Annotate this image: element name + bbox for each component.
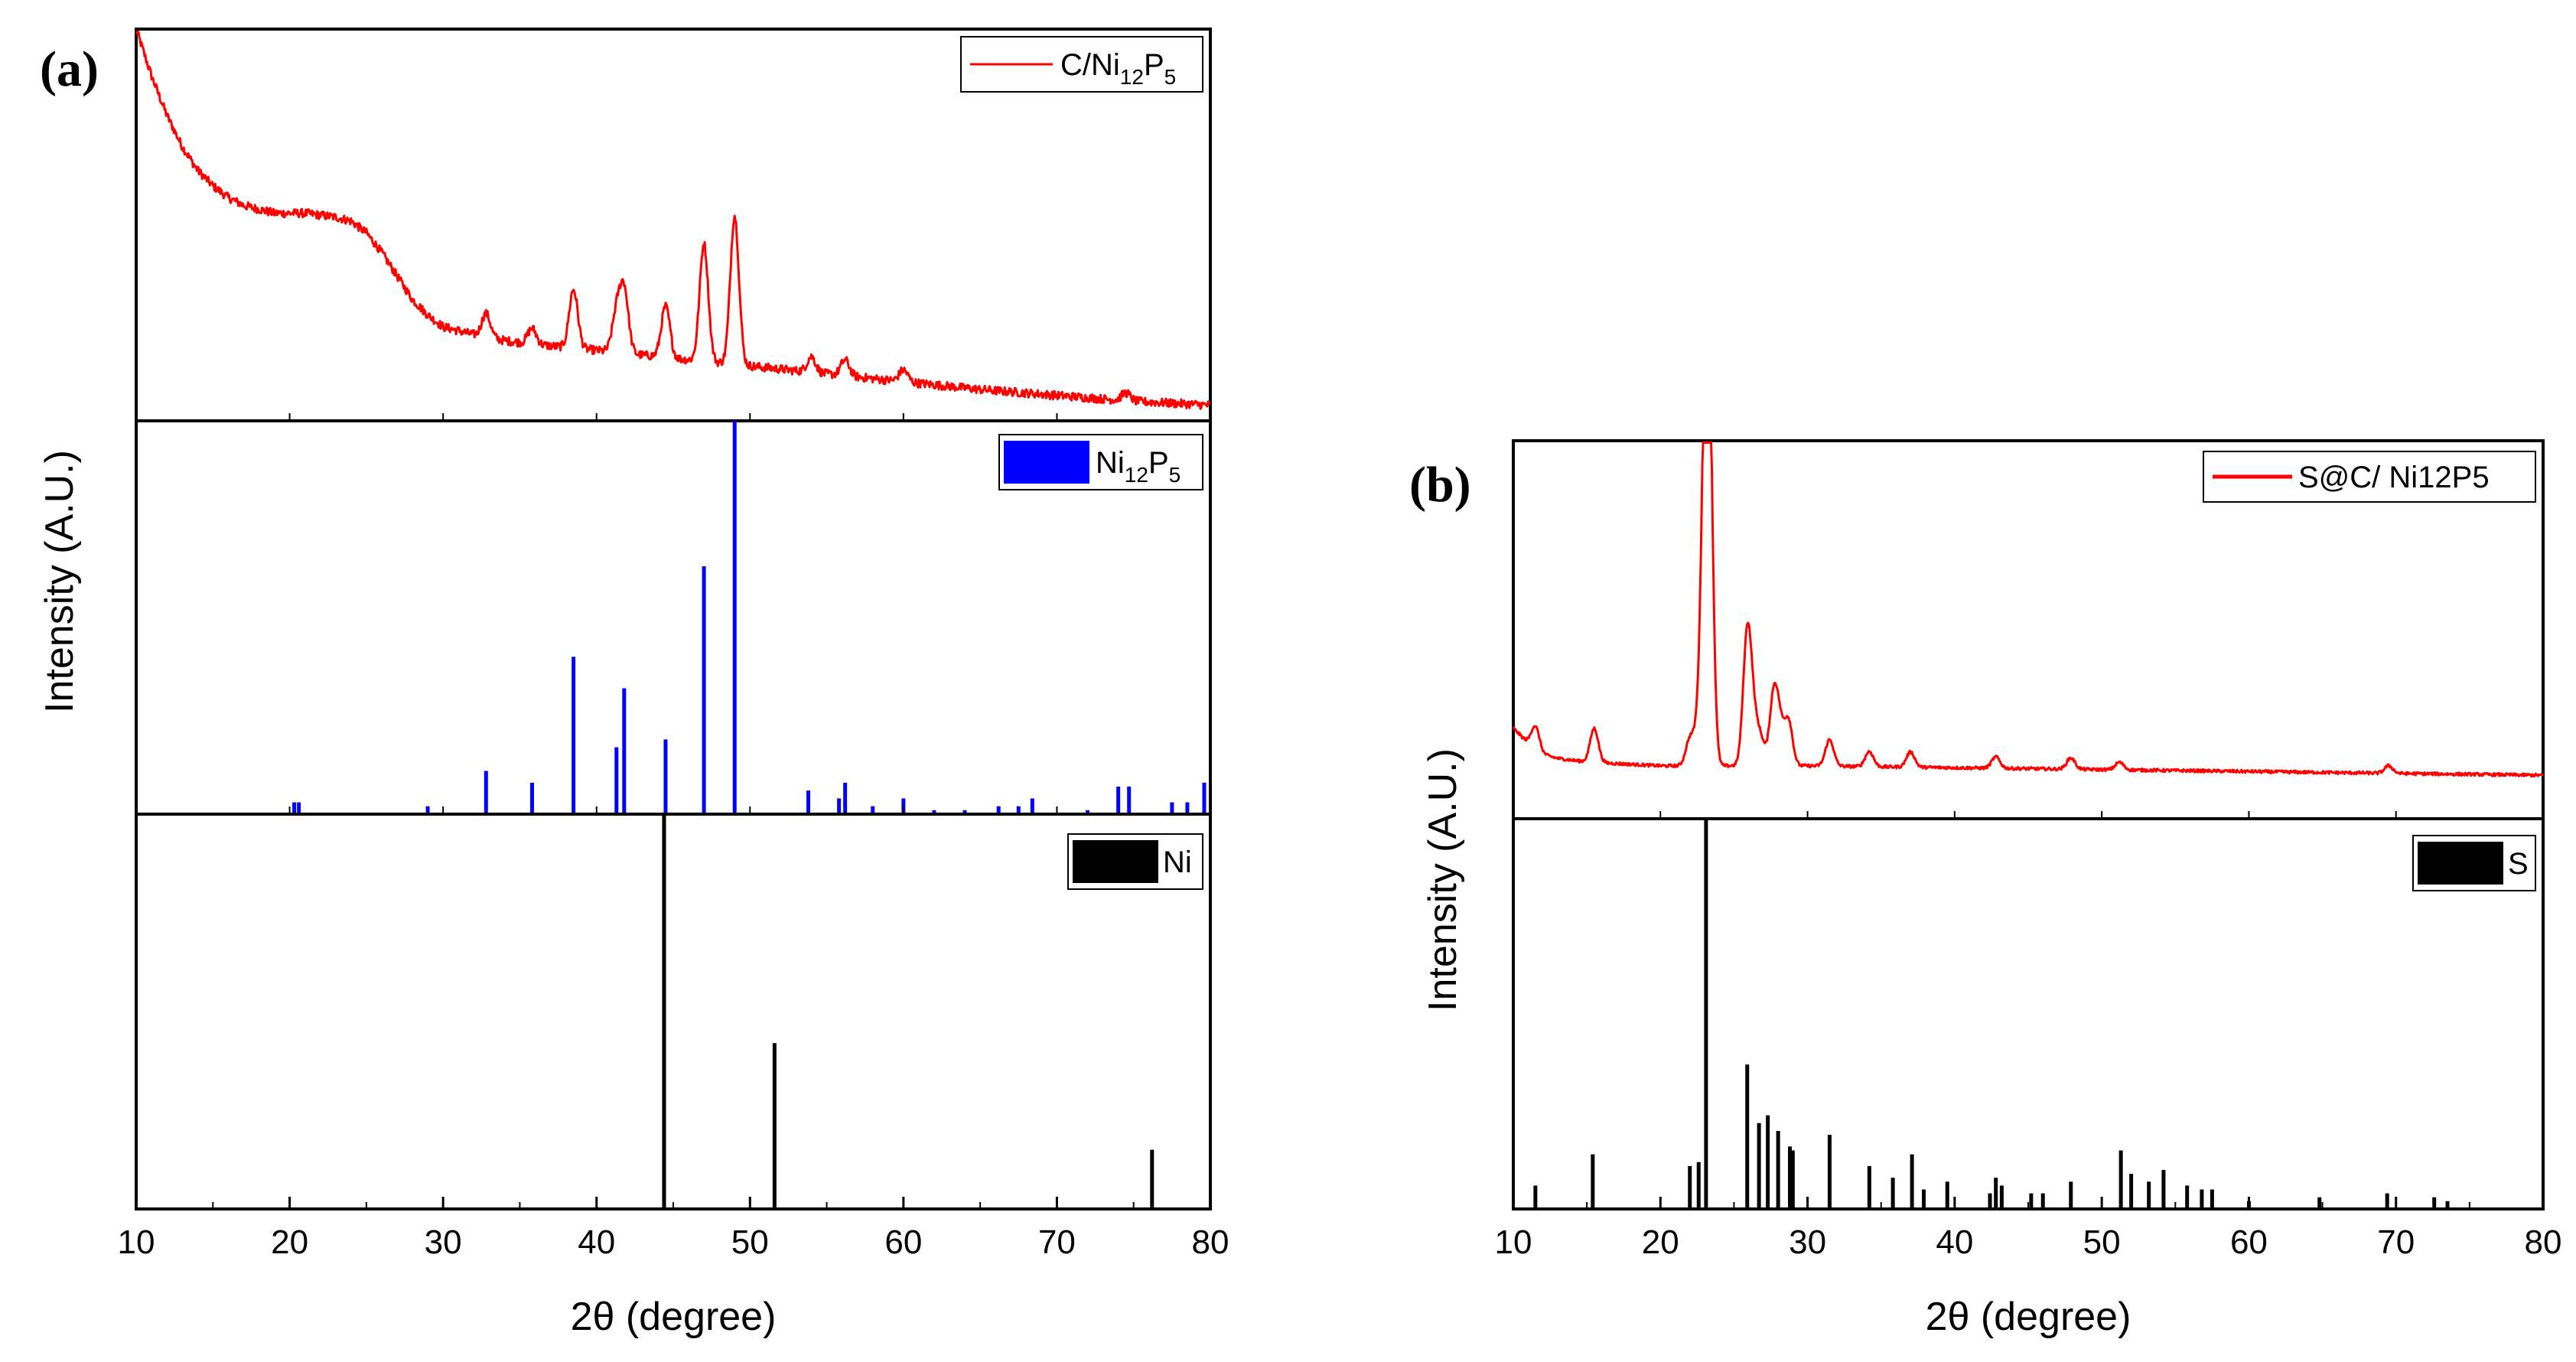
panel-b-xtick-label: 70	[2377, 1224, 2415, 1261]
panel-a-subplot-c-ni12p5: C/Ni12P5	[135, 28, 1212, 422]
legend-ni12p5: Ni12P5	[998, 434, 1203, 490]
panel-b-xtick-label: 20	[1642, 1224, 1679, 1261]
legend-ni12p5-sub2: 5	[1169, 463, 1181, 487]
panel-a-xtick-label: 30	[425, 1224, 462, 1261]
legend-ni12p5-text: Ni	[1096, 446, 1125, 480]
legend-ni-label: Ni	[1163, 846, 1192, 879]
panel-a-xtick-label: 50	[731, 1224, 769, 1261]
panel-b-xaxis: 10 20 30 40 50 60 70 80	[1495, 811, 2562, 1261]
legend-c-ni12p5-sub1: 12	[1120, 65, 1144, 89]
panel-a-subplot-ni: Ni	[135, 813, 1212, 1210]
legend-s-c-ni12p5: S@C/ Ni12P5	[2203, 451, 2536, 503]
panel-a-xtick-label: 70	[1038, 1224, 1076, 1261]
panel-a-subplot3-frame	[135, 813, 1212, 1210]
panel-a-xtick-label: 80	[1192, 1224, 1229, 1261]
panel-a-xtick-label: 40	[578, 1224, 615, 1261]
legend-c-ni12p5-mid: P	[1144, 48, 1164, 82]
legend-c-ni12p5-sub2: 5	[1164, 65, 1177, 89]
legend-c-ni12p5-text: C/Ni	[1060, 48, 1120, 82]
panel-b: (b) Intensity (A.U.) 2θ (degree) S@C/ Ni…	[1409, 439, 2562, 1339]
panel-b-subplot-s: S	[1512, 817, 2545, 1210]
panel-b-xtick-label: 50	[2083, 1224, 2121, 1261]
panel-a-subplot-ni12p5: Ni12P5	[135, 419, 1212, 816]
legend-s-label: S	[2508, 847, 2529, 881]
panel-a-label: (a)	[40, 41, 99, 97]
legend-ni: Ni	[1067, 833, 1203, 890]
s-c-ni12p5-series-line	[1512, 442, 2544, 778]
legend-ni12p5-mid: P	[1148, 446, 1169, 480]
legend-c-ni12p5-label: C/Ni12P5	[1060, 48, 1176, 89]
legend-ni12p5-label: Ni12P5	[1096, 446, 1181, 487]
panel-a-xtick-label: 20	[271, 1224, 308, 1261]
panel-a-xaxis: 10 20 30 40 50 60 70 80	[118, 413, 1229, 1261]
legend-c-ni12p5: C/Ni12P5	[960, 36, 1203, 93]
panel-a: (a) Intensity (A.U.) 2θ (degree) C/Ni12P…	[37, 28, 1229, 1339]
panel-b-xtick-label: 10	[1495, 1224, 1532, 1261]
panel-b-subplot-s-c-ni12p5: S@C/ Ni12P5	[1512, 439, 2545, 820]
panel-a-ylabel: Intensity (A.U.)	[37, 450, 82, 713]
panel-b-xtick-label: 60	[2230, 1224, 2268, 1261]
legend-s-c-ni12p5-label: S@C/ Ni12P5	[2298, 461, 2490, 494]
panel-b-xlabel: 2θ (degree)	[1926, 1295, 2131, 1339]
legend-s: S	[2412, 835, 2536, 891]
panel-b-subplot2-frame	[1512, 817, 2545, 1210]
panel-b-ylabel: Intensity (A.U.)	[1421, 748, 1465, 1012]
panel-b-xtick-label: 40	[1936, 1224, 1973, 1261]
panel-b-xtick-label: 80	[2525, 1224, 2562, 1261]
legend-c-ni12p5-box	[960, 36, 1203, 93]
panel-b-label: (b)	[1409, 457, 1471, 513]
legend-ni12p5-swatch	[1004, 441, 1089, 484]
legend-s-swatch	[2418, 842, 2503, 885]
panel-a-xtick-label: 10	[118, 1224, 155, 1261]
panel-a-xlabel: 2θ (degree)	[571, 1295, 777, 1339]
panel-b-xtick-label: 30	[1789, 1224, 1826, 1261]
c-ni12p5-series-line	[135, 31, 1211, 410]
panel-a-xtick-label: 60	[884, 1224, 922, 1261]
legend-ni12p5-sub1: 12	[1125, 463, 1148, 487]
legend-ni-swatch	[1073, 840, 1158, 883]
